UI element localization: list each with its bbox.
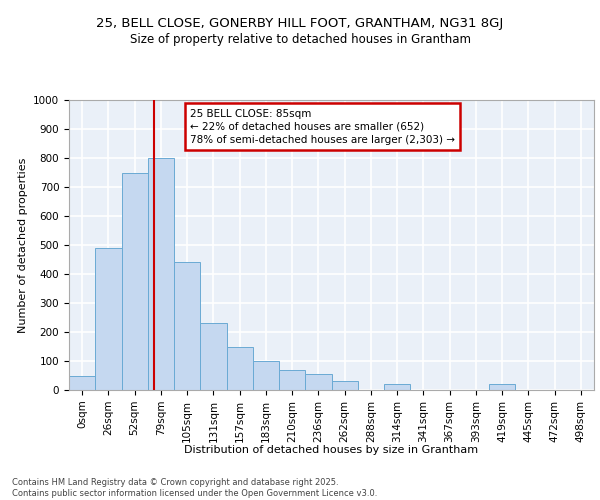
Text: Contains HM Land Registry data © Crown copyright and database right 2025.
Contai: Contains HM Land Registry data © Crown c… bbox=[12, 478, 377, 498]
Bar bbox=[253, 361, 279, 390]
Bar bbox=[331, 382, 358, 390]
Bar bbox=[69, 376, 95, 390]
Text: Size of property relative to detached houses in Grantham: Size of property relative to detached ho… bbox=[130, 32, 470, 46]
Text: 25, BELL CLOSE, GONERBY HILL FOOT, GRANTHAM, NG31 8GJ: 25, BELL CLOSE, GONERBY HILL FOOT, GRANT… bbox=[97, 18, 503, 30]
Bar bbox=[148, 158, 174, 390]
Text: 25 BELL CLOSE: 85sqm
← 22% of detached houses are smaller (652)
78% of semi-deta: 25 BELL CLOSE: 85sqm ← 22% of detached h… bbox=[190, 108, 455, 145]
Y-axis label: Number of detached properties: Number of detached properties bbox=[17, 158, 28, 332]
Bar bbox=[121, 172, 148, 390]
Bar bbox=[95, 248, 121, 390]
Bar bbox=[305, 374, 331, 390]
Bar bbox=[489, 384, 515, 390]
Bar bbox=[279, 370, 305, 390]
Bar bbox=[200, 324, 227, 390]
Bar bbox=[384, 384, 410, 390]
X-axis label: Distribution of detached houses by size in Grantham: Distribution of detached houses by size … bbox=[184, 444, 479, 454]
Bar bbox=[174, 262, 200, 390]
Bar bbox=[227, 346, 253, 390]
